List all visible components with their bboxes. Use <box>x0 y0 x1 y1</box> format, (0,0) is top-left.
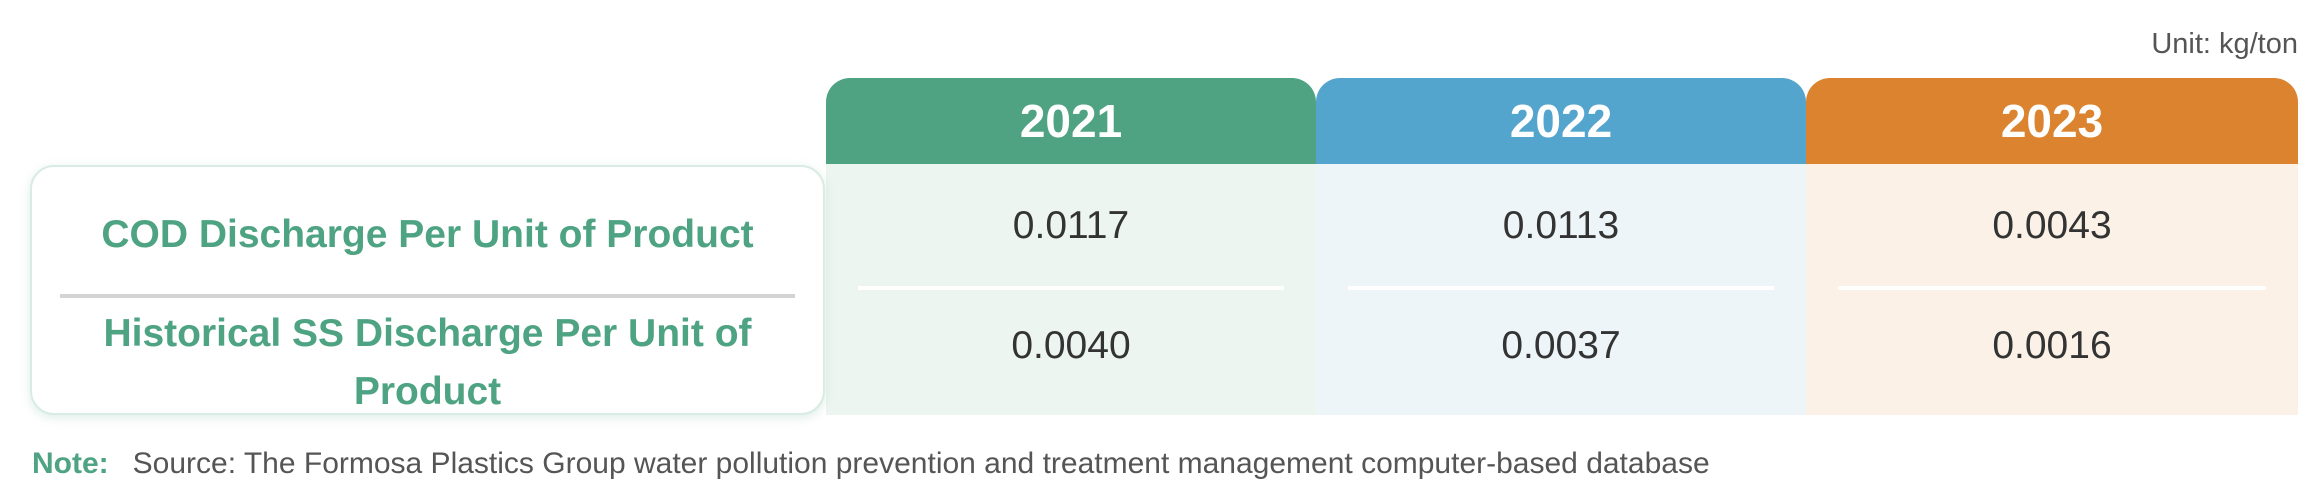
row-labels-panel: COD Discharge Per Unit of Product Histor… <box>30 165 825 415</box>
ss-value-2023: 0.0016 <box>1992 324 2112 367</box>
column-body-2021: 0.0117 0.0040 <box>826 164 1316 415</box>
column-2023: 2023 0.0043 0.0016 <box>1806 78 2298 415</box>
cod-value-2023: 0.0043 <box>1992 204 2112 247</box>
row-divider <box>1838 286 2266 290</box>
column-body-2023: 0.0043 0.0016 <box>1806 164 2298 415</box>
column-2022: 2022 0.0113 0.0037 <box>1316 78 1806 415</box>
unit-label: Unit: kg/ton <box>2151 28 2298 60</box>
ss-value-2021: 0.0040 <box>1011 324 1131 367</box>
ss-value-2022: 0.0037 <box>1501 324 1621 367</box>
column-2021: 2021 0.0117 0.0040 <box>826 78 1316 415</box>
ss-row-label: Historical SS Discharge Per Unit of Prod… <box>103 312 752 413</box>
note-label: Note: <box>32 447 109 480</box>
label-divider <box>60 294 795 298</box>
column-body-2022: 0.0113 0.0037 <box>1316 164 1806 415</box>
year-header-2021: 2021 <box>826 78 1316 164</box>
year-header-2022: 2022 <box>1316 78 1806 164</box>
row-divider <box>858 286 1284 290</box>
year-header-2023: 2023 <box>1806 78 2298 164</box>
row-divider <box>1348 286 1774 290</box>
note-text: Source: The Formosa Plastics Group water… <box>132 447 1710 480</box>
cod-row-label: COD Discharge Per Unit of Product <box>101 213 754 256</box>
cod-value-2022: 0.0113 <box>1502 204 1620 247</box>
source-note: Note: Source: The Formosa Plastics Group … <box>32 447 1710 481</box>
cod-value-2021: 0.0117 <box>1012 204 1130 247</box>
